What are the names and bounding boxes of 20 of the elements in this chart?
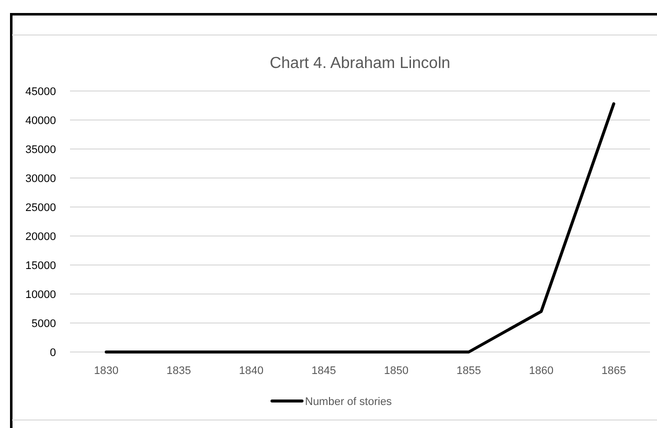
- y-tick-label: 25000: [25, 202, 56, 214]
- y-tick-label: 5000: [32, 318, 56, 330]
- x-tick-label: 1850: [384, 365, 408, 377]
- x-tick-label: 1830: [94, 365, 118, 377]
- x-tick-label: 1845: [312, 365, 336, 377]
- x-tick-label: 1865: [602, 365, 626, 377]
- y-tick-label: 40000: [25, 114, 56, 127]
- y-tick-label: 0: [50, 346, 56, 359]
- y-tick-label: 35000: [25, 144, 56, 156]
- y-tick-label: 10000: [25, 288, 56, 301]
- x-tick-label: 1835: [166, 365, 191, 377]
- x-tick-label: 1840: [239, 365, 264, 377]
- y-tick-label: 45000: [25, 86, 56, 98]
- legend-label: Number of stories: [305, 396, 392, 408]
- y-tick-label: 30000: [25, 172, 56, 185]
- y-tick-label: 20000: [25, 230, 56, 243]
- x-tick-label: 1860: [529, 365, 554, 377]
- y-tick-label: 15000: [25, 260, 56, 272]
- chart-title: Chart 4. Abraham Lincoln: [270, 55, 450, 72]
- x-tick-label: 1855: [456, 365, 481, 377]
